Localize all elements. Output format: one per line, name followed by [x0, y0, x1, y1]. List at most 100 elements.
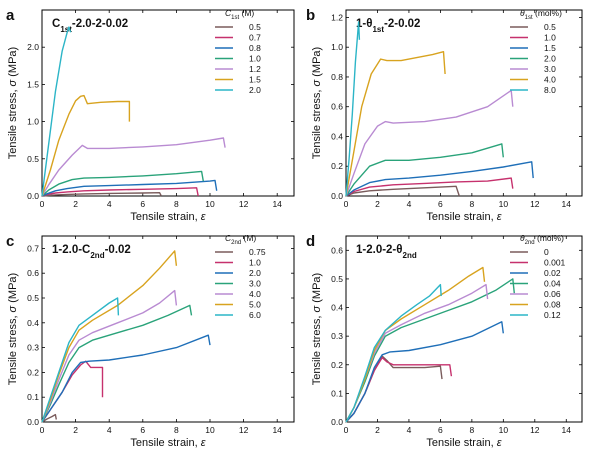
legend-item-label: 0.06 — [544, 289, 561, 299]
text-part: C — [52, 18, 60, 30]
text-part: Tensile strain, — [426, 437, 496, 449]
x-tick-label: 6 — [140, 199, 145, 209]
text-part: 2nd — [231, 240, 241, 246]
x-tick-label: 0 — [40, 199, 45, 209]
panel-letter: d — [306, 233, 315, 250]
legend-item-label: 0.12 — [544, 310, 561, 320]
series-line-1.5 — [345, 161, 534, 197]
text-part: (MPa) — [7, 47, 19, 80]
text-part: 2nd — [525, 240, 535, 246]
series-line-4.0 — [41, 289, 178, 423]
x-tick-label: 8 — [174, 199, 179, 209]
plot-frame — [345, 235, 583, 423]
legend-item-label: 0.7 — [249, 33, 261, 43]
panel-letter: a — [6, 7, 15, 24]
text-part: 1- — [356, 18, 366, 30]
series-line-3.0 — [345, 89, 514, 197]
x-tick-label: 14 — [562, 425, 572, 435]
series-line-0.08 — [345, 266, 486, 423]
y-tick-label: 0.0 — [331, 417, 343, 427]
chart-title: 1-2.0-C2nd-0.02 — [52, 244, 131, 260]
text-part: 1st — [525, 15, 533, 21]
text-part: θ — [520, 8, 525, 18]
text-part: 2nd — [90, 251, 104, 260]
y-tick-label: 0.1 — [27, 392, 39, 402]
text-part: (M) — [241, 233, 256, 243]
legend-item-label: 4.0 — [249, 289, 261, 299]
legend-item-label: 0.04 — [544, 279, 561, 289]
y-axis-label: Tensile stress, σ (MPa) — [7, 273, 19, 385]
y-tick-label: 0.0 — [27, 191, 39, 201]
x-tick-label: 10 — [499, 199, 509, 209]
series-line-4.0 — [345, 51, 446, 197]
y-tick-label: 0.3 — [27, 343, 39, 353]
y-tick-label: 1.2 — [331, 12, 343, 22]
x-tick-label: 2 — [73, 425, 78, 435]
x-axis-label: Tensile strain, ε — [426, 437, 501, 449]
text-part: θ — [396, 244, 402, 256]
x-tick-label: 14 — [562, 199, 572, 209]
x-tick-label: 0 — [40, 425, 45, 435]
text-part: C — [225, 8, 232, 18]
legend-item-label: 0.8 — [249, 43, 261, 53]
panel-c: c 0 2 4 6 8 10 12 14 0.0 0.1 0.2 0.3 0.4 0.5 0.6 0.7 Tens… — [6, 233, 295, 449]
text-part: Tensile stress, — [311, 312, 323, 385]
x-axis-label: Tensile strain, ε — [426, 211, 501, 223]
series-line-2.0 — [41, 26, 72, 197]
series-line-1.2 — [41, 137, 226, 197]
text-part: (mol%) — [535, 233, 564, 243]
y-axis-label: Tensile stress, σ (MPa) — [311, 273, 323, 385]
text-part: ε — [497, 211, 502, 223]
text-part: σ — [311, 79, 323, 86]
x-tick-label: 0 — [344, 199, 349, 209]
series-line-5.0 — [41, 250, 178, 423]
panel-d: d 0 2 4 6 8 10 12 14 0.0 0.1 0.2 0.3 0.4 0.5 0.6 Tensile… — [306, 233, 583, 449]
y-tick-label: 2.0 — [27, 42, 39, 52]
y-tick-label: 1.5 — [27, 79, 39, 89]
y-tick-label: 0.5 — [27, 154, 39, 164]
y-tick-label: 0.0 — [27, 417, 39, 427]
series-line-0.7 — [41, 187, 199, 197]
x-tick-label: 4 — [407, 425, 412, 435]
text-part: σ — [7, 79, 19, 86]
text-part: σ — [7, 305, 19, 312]
y-axis-label: Tensile stress, σ (MPa) — [7, 47, 19, 159]
y-tick-label: 0.4 — [331, 131, 343, 141]
text-part: ε — [497, 437, 502, 449]
series-line-6.0 — [41, 297, 120, 423]
series-line-1.0 — [41, 170, 204, 197]
series-line-1.0 — [41, 360, 104, 423]
text-part: -0.02 — [105, 244, 131, 256]
legend-title: θ1st (mol%) — [520, 8, 562, 21]
y-tick-label: 1.0 — [331, 42, 343, 52]
series-line-8.0 — [345, 21, 361, 197]
y-tick-label: 0.3 — [331, 331, 343, 341]
x-tick-label: 4 — [107, 199, 112, 209]
legend-item-label: 1.0 — [249, 54, 261, 64]
text-part: -2.0-2-0.02 — [72, 18, 128, 30]
x-tick-label: 2 — [73, 199, 78, 209]
legend-item-label: 3.0 — [544, 64, 556, 74]
series-line-0.5 — [345, 185, 460, 197]
y-tick-label: 1.0 — [27, 117, 39, 127]
text-part: 1st — [60, 25, 72, 34]
legend-title: θ2nd (mol%) — [520, 233, 564, 246]
x-tick-label: 12 — [239, 199, 249, 209]
x-tick-label: 0 — [344, 425, 349, 435]
legend-item-label: 0.5 — [249, 22, 261, 32]
legend-item-label: 4.0 — [544, 75, 556, 85]
legend-title: C1st (M) — [225, 8, 254, 21]
legend-item-label: 6.0 — [249, 310, 261, 320]
plot-frame — [41, 235, 295, 423]
text-part: Tensile stress, — [311, 86, 323, 159]
text-part: σ — [311, 305, 323, 312]
legend-item-label: 1.0 — [249, 258, 261, 268]
text-part: θ — [520, 233, 525, 243]
series-line-0.75 — [41, 413, 57, 423]
x-tick-label: 2 — [375, 425, 380, 435]
series-line-1.0 — [345, 177, 514, 197]
series-line-3.0 — [41, 304, 193, 423]
